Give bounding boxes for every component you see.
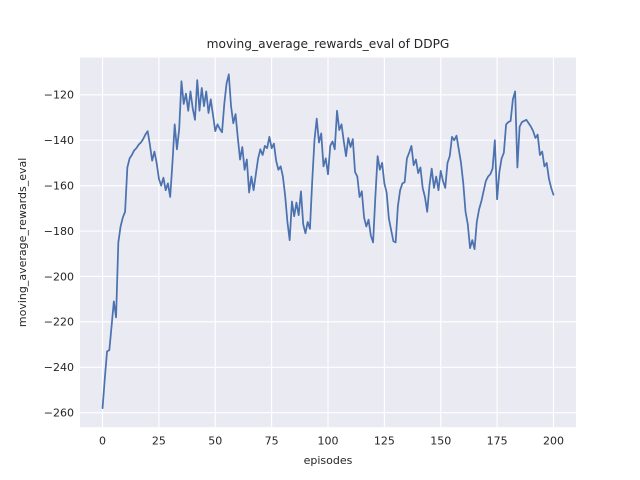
horizontal-gridlines [80, 94, 576, 414]
y-tick-label--140: −140 [44, 134, 74, 147]
y-tick-label--180: −180 [44, 225, 74, 238]
x-tick-labels: 0 25 50 75 100 125 150 175 200 [99, 435, 564, 448]
x-tick-label-25: 25 [152, 435, 166, 448]
vertical-gridlines [101, 57, 555, 428]
x-tick-label-0: 0 [99, 435, 106, 448]
y-axis-label: moving_average_rewards_eval [16, 158, 29, 327]
series-line [101, 73, 555, 410]
x-tick-label-50: 50 [208, 435, 222, 448]
y-tick-label--260: −260 [44, 406, 74, 419]
y-tick-label--160: −160 [44, 179, 74, 192]
x-tick-label-150: 150 [430, 435, 451, 448]
y-tick-labels: −120 −140 −160 −180 −200 −220 −240 −260 [44, 89, 74, 420]
y-tick-label--240: −240 [44, 361, 74, 374]
y-tick-label--120: −120 [44, 89, 74, 102]
x-axis-label: episodes [304, 454, 353, 467]
x-tick-label-200: 200 [543, 435, 564, 448]
chart-title: moving_average_rewards_eval of DDPG [207, 37, 450, 51]
x-tick-label-75: 75 [265, 435, 279, 448]
x-tick-label-125: 125 [374, 435, 395, 448]
x-tick-label-175: 175 [487, 435, 508, 448]
y-tick-label--220: −220 [44, 316, 74, 329]
x-tick-label-100: 100 [318, 435, 339, 448]
y-tick-label--200: −200 [44, 270, 74, 283]
